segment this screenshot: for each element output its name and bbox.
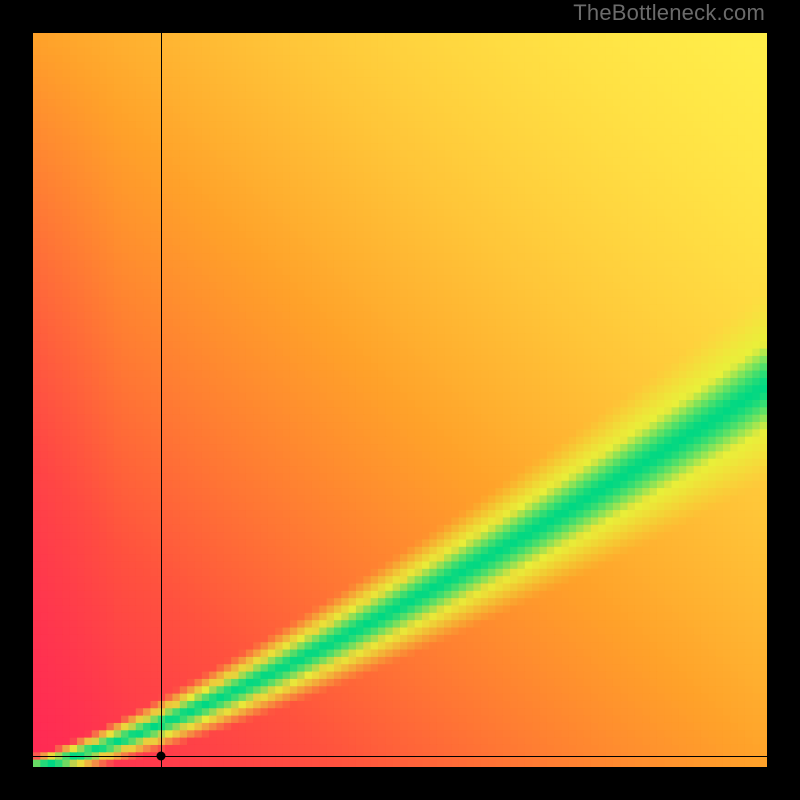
bottleneck-heatmap xyxy=(33,33,767,767)
crosshair-marker-dot xyxy=(157,751,166,760)
watermark-text: TheBottleneck.com xyxy=(573,0,765,26)
crosshair-vertical-line xyxy=(161,33,162,767)
chart-container: TheBottleneck.com xyxy=(0,0,800,800)
crosshair-horizontal-line xyxy=(33,756,767,757)
